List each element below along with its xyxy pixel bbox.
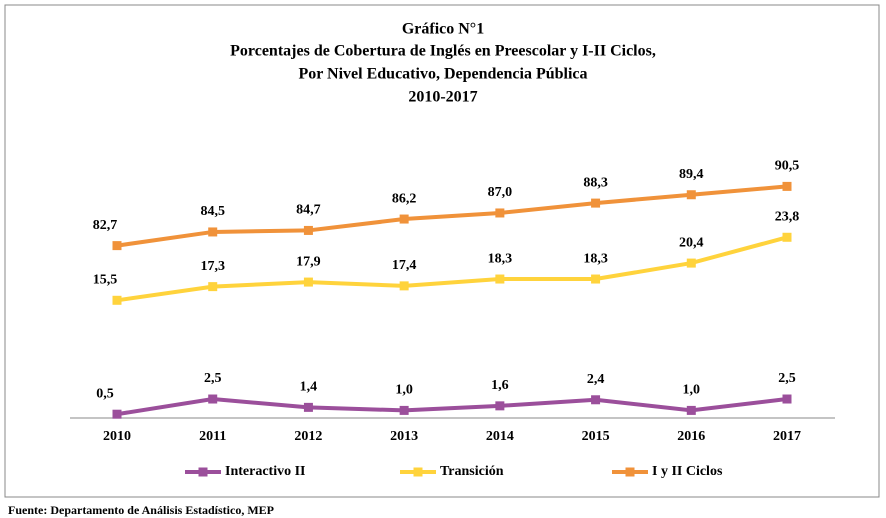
series-line [116,184,788,248]
data-label: 90,5 [775,159,800,174]
point-marker [495,274,505,284]
point-marker [591,395,601,405]
data-label: 1,6 [491,378,509,393]
data-label: 23,8 [775,209,800,224]
x-tick-label: 2015 [582,429,610,444]
point-marker [686,190,696,200]
data-label: 2,5 [778,371,796,386]
data-label: 18,3 [488,251,513,266]
data-label: 2,4 [587,372,605,387]
point-marker [591,198,601,208]
x-tick-label: 2010 [103,429,131,444]
point-marker [303,225,313,235]
point-marker [399,281,409,291]
data-label: 17,3 [200,259,225,274]
legend-label: Transición [440,464,504,479]
data-label: 17,4 [392,258,417,273]
legend-marker [198,467,208,477]
data-label: 18,3 [583,251,608,266]
data-label: 2,5 [204,371,222,386]
series-line [116,397,788,417]
chart-subtitle: Porcentajes de Cobertura de Inglés en Pr… [230,43,656,60]
legend-label: Interactivo II [225,464,306,479]
point-marker [399,214,409,224]
data-label: 87,0 [488,185,513,200]
point-marker [686,405,696,415]
point-marker [112,295,122,305]
x-tick-label: 2012 [294,429,322,444]
data-label: 17,9 [296,254,321,269]
data-label: 84,7 [296,203,321,218]
legend-marker [413,467,423,477]
series-line [116,235,788,303]
x-tick-label: 2016 [677,429,705,444]
chart-subtitle: 2010-2017 [408,89,477,106]
data-label: 15,5 [93,273,118,288]
point-marker [782,232,792,242]
data-label: 1,4 [300,380,318,395]
data-label: 88,3 [583,175,608,190]
data-label: 82,7 [93,218,118,233]
point-marker [591,274,601,284]
data-label: 86,2 [392,191,417,206]
point-marker [495,208,505,218]
source: Fuente: Departamento de Análisis Estadís… [8,503,274,517]
point-marker [208,394,218,404]
x-tick-label: 2017 [773,429,801,444]
point-marker [686,258,696,268]
legend-label: I y II Ciclos [652,464,723,479]
data-label: 84,5 [200,204,225,219]
chart-title: Gráfico N°1 [402,21,484,38]
data-label: 20,4 [679,235,704,250]
point-marker [782,394,792,404]
data-label: 1,0 [395,383,413,398]
x-tick-label: 2013 [390,429,418,444]
x-tick-label: 2011 [199,429,226,444]
legend-marker [625,467,635,477]
data-label: 0,5 [96,386,114,401]
data-label: 1,0 [683,383,701,398]
point-marker [782,181,792,191]
chart-border [4,4,880,498]
point-marker [303,402,313,412]
data-label: 89,4 [679,167,704,182]
point-marker [208,282,218,292]
chart-subtitle: Por Nivel Educativo, Dependencia Pública [298,66,587,83]
point-marker [112,241,122,251]
x-tick-label: 2014 [486,429,514,444]
point-marker [303,277,313,287]
point-marker [399,405,409,415]
point-marker [495,401,505,411]
point-marker [208,227,218,237]
point-marker [112,409,122,419]
